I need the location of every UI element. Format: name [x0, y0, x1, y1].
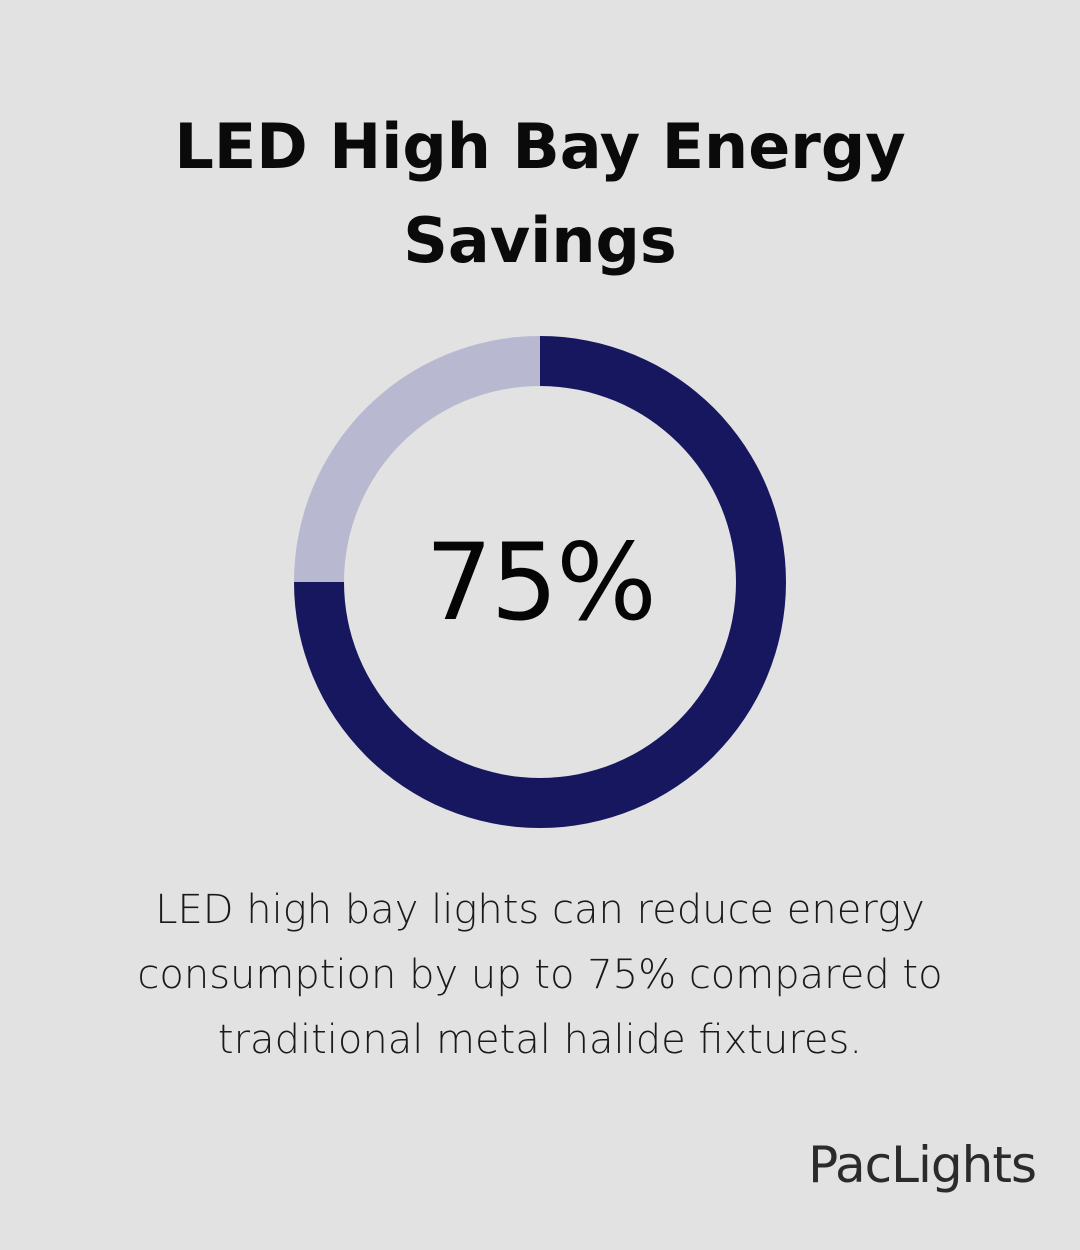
donut-segment-remainder: [294, 336, 540, 582]
chart-title: LED High Bay Energy Savings: [174, 110, 906, 277]
center-value-label: 75%: [425, 520, 657, 644]
donut-chart: 75%: [290, 332, 790, 832]
donut-svg: [294, 336, 786, 828]
description-text: LED high bay lights can reduce energy co…: [137, 887, 943, 1063]
brand-logo: PacLights: [808, 1136, 1037, 1194]
